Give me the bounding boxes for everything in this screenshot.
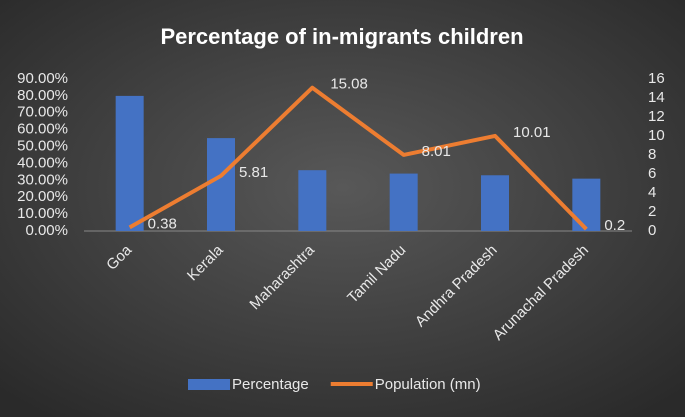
data-label: 5.81 [239,164,268,181]
y-tick-label: 0.00% [25,222,68,239]
y2-tick-label: 10 [648,127,665,144]
y2-tick-label: 16 [648,70,665,87]
y2-tick-label: 4 [648,184,656,201]
y-tick-label: 40.00% [17,154,68,171]
y2-tick-label: 0 [648,222,656,239]
y2-tick-label: 12 [648,108,665,125]
legend-swatch [188,379,230,390]
y2-tick-label: 8 [648,146,656,163]
y-tick-label: 10.00% [17,205,68,222]
bar [115,95,144,231]
data-label: 10.01 [513,124,551,141]
y-tick-label: 60.00% [17,121,68,138]
data-label: 15.08 [330,76,368,93]
y-tick-label: 70.00% [17,104,68,121]
bar [389,173,418,231]
y2-tick-label: 14 [648,89,665,106]
y-tick-label: 90.00% [17,70,68,87]
y2-tick-label: 6 [648,165,656,182]
y-tick-label: 20.00% [17,188,68,205]
data-label: 0.2 [604,217,625,234]
y-tick-label: 80.00% [17,87,68,104]
y-tick-label: 30.00% [17,171,68,188]
y-tick-label: 50.00% [17,138,68,155]
line [128,85,588,231]
legend-label: Population (mn) [375,376,481,393]
data-label: 0.38 [148,215,177,232]
bar [207,138,235,231]
bar [298,170,327,231]
legend-label: Percentage [232,376,309,393]
chart-title: Percentage of in-migrants children [160,24,523,49]
bar [481,175,509,231]
bar [572,178,601,231]
data-label: 8.01 [422,143,451,160]
y2-tick-label: 2 [648,203,656,220]
